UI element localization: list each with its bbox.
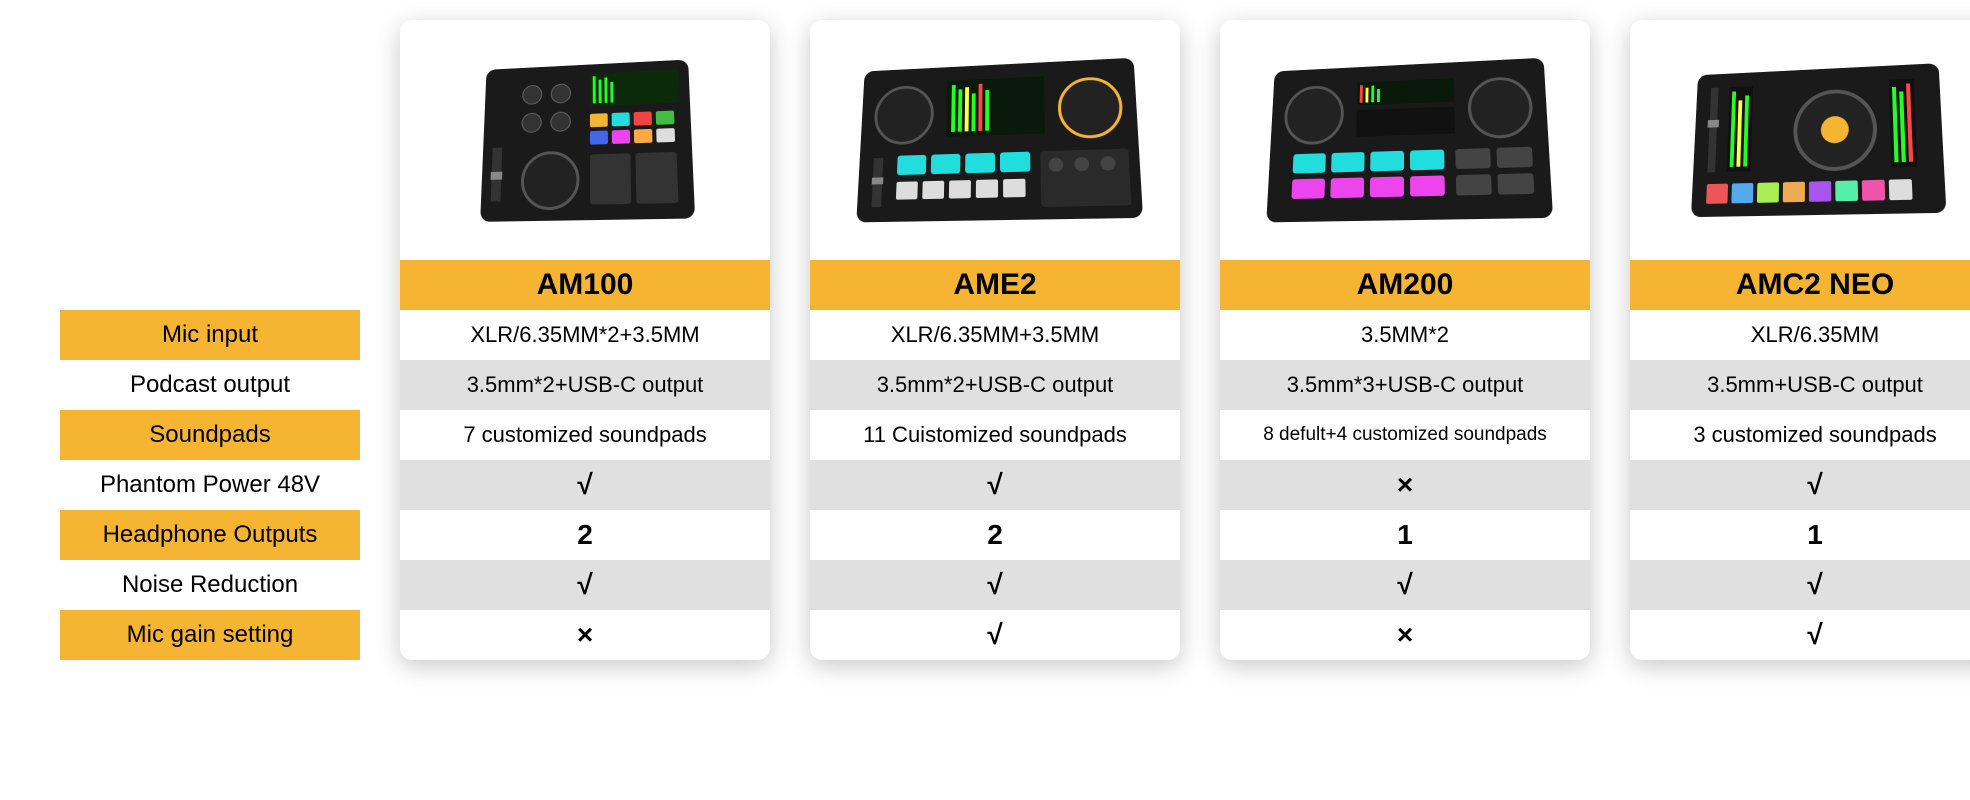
- comparison-grid: Mic input Podcast output Soundpads Phant…: [60, 20, 1910, 660]
- product-name: AM200: [1220, 260, 1590, 310]
- cell-noise: √: [400, 560, 770, 610]
- cell-headphone: 2: [400, 510, 770, 560]
- cell-headphone: 2: [810, 510, 1180, 560]
- label-phantom: Phantom Power 48V: [60, 460, 360, 510]
- label-mic-gain: Mic gain setting: [60, 610, 360, 660]
- cell-podcast-output: 3.5mm*2+USB-C output: [810, 360, 1180, 410]
- cell-headphone: 1: [1220, 510, 1590, 560]
- product-card-am200: AM200 3.5MM*2 3.5mm*3+USB-C output 8 def…: [1220, 20, 1590, 660]
- product-name: AME2: [810, 260, 1180, 310]
- cell-podcast-output: 3.5mm+USB-C output: [1630, 360, 1970, 410]
- cell-noise: √: [810, 560, 1180, 610]
- label-soundpads: Soundpads: [60, 410, 360, 460]
- device-icon: [1686, 58, 1952, 222]
- cell-mic-gain: ×: [400, 610, 770, 660]
- cell-mic-input: 3.5MM*2: [1220, 310, 1590, 360]
- label-column: Mic input Podcast output Soundpads Phant…: [60, 20, 360, 660]
- cell-phantom: √: [400, 460, 770, 510]
- cell-soundpads: 8 defult+4 customized soundpads: [1220, 410, 1590, 460]
- cell-phantom: ×: [1220, 460, 1590, 510]
- cell-noise: √: [1630, 560, 1970, 610]
- device-icon: [475, 55, 701, 227]
- cell-mic-gain: √: [810, 610, 1180, 660]
- cell-headphone: 1: [1630, 510, 1970, 560]
- label-podcast-output: Podcast output: [60, 360, 360, 410]
- cell-mic-gain: √: [1630, 610, 1970, 660]
- cell-mic-input: XLR/6.35MM: [1630, 310, 1970, 360]
- cell-soundpads: 11 Cuistomized soundpads: [810, 410, 1180, 460]
- product-card-amc2neo: AMC2 NEO XLR/6.35MM 3.5mm+USB-C output 3…: [1630, 20, 1970, 660]
- label-headphone: Headphone Outputs: [60, 510, 360, 560]
- cell-soundpads: 7 customized soundpads: [400, 410, 770, 460]
- cell-phantom: √: [810, 460, 1180, 510]
- product-image-amc2neo: [1630, 20, 1970, 260]
- device-icon: [851, 53, 1149, 228]
- product-card-am100: AM100 XLR/6.35MM*2+3.5MM 3.5mm*2+USB-C o…: [400, 20, 770, 660]
- product-image-am200: [1220, 20, 1590, 260]
- label-noise: Noise Reduction: [60, 560, 360, 610]
- cell-mic-gain: ×: [1220, 610, 1590, 660]
- label-mic-input: Mic input: [60, 310, 360, 360]
- product-image-am100: [400, 20, 770, 260]
- cell-mic-input: XLR/6.35MM*2+3.5MM: [400, 310, 770, 360]
- device-icon: [1261, 53, 1559, 228]
- product-name: AMC2 NEO: [1630, 260, 1970, 310]
- product-card-ame2: AME2 XLR/6.35MM+3.5MM 3.5mm*2+USB-C outp…: [810, 20, 1180, 660]
- product-image-ame2: [810, 20, 1180, 260]
- cell-mic-input: XLR/6.35MM+3.5MM: [810, 310, 1180, 360]
- cell-podcast-output: 3.5mm*2+USB-C output: [400, 360, 770, 410]
- cell-phantom: √: [1630, 460, 1970, 510]
- cell-soundpads: 3 customized soundpads: [1630, 410, 1970, 460]
- product-name: AM100: [400, 260, 770, 310]
- cell-noise: √: [1220, 560, 1590, 610]
- cell-podcast-output: 3.5mm*3+USB-C output: [1220, 360, 1590, 410]
